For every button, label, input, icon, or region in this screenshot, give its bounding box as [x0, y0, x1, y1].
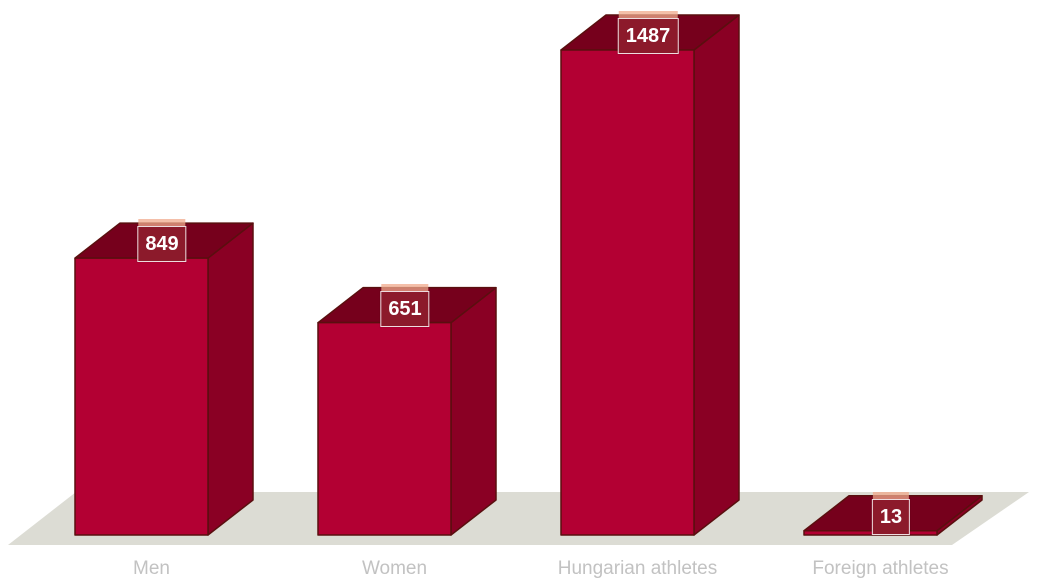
category-label-men: Men [133, 558, 170, 579]
category-label-hungarian-athletes: Hungarian athletes [557, 558, 718, 579]
bar-hungarian-athletes [560, 49, 695, 536]
data-label-men: 849 [137, 226, 187, 263]
chart-floor [8, 492, 1029, 545]
data-label-hungarian-athletes: 1487 [617, 18, 679, 54]
data-label-foreign-athletes: 13 [871, 498, 911, 535]
bars-group [74, 14, 983, 536]
bar-men [74, 257, 209, 536]
data-label-women: 651 [380, 290, 430, 327]
bar-women-side [450, 286, 497, 536]
bar-men-side [207, 222, 254, 536]
bar-women [317, 321, 452, 536]
category-label-foreign-athletes: Foreign athletes [812, 558, 949, 579]
bar-hungarian-athletes-side [693, 14, 740, 536]
bar-foreign-athletes [803, 530, 938, 536]
category-label-women: Women [361, 558, 428, 579]
